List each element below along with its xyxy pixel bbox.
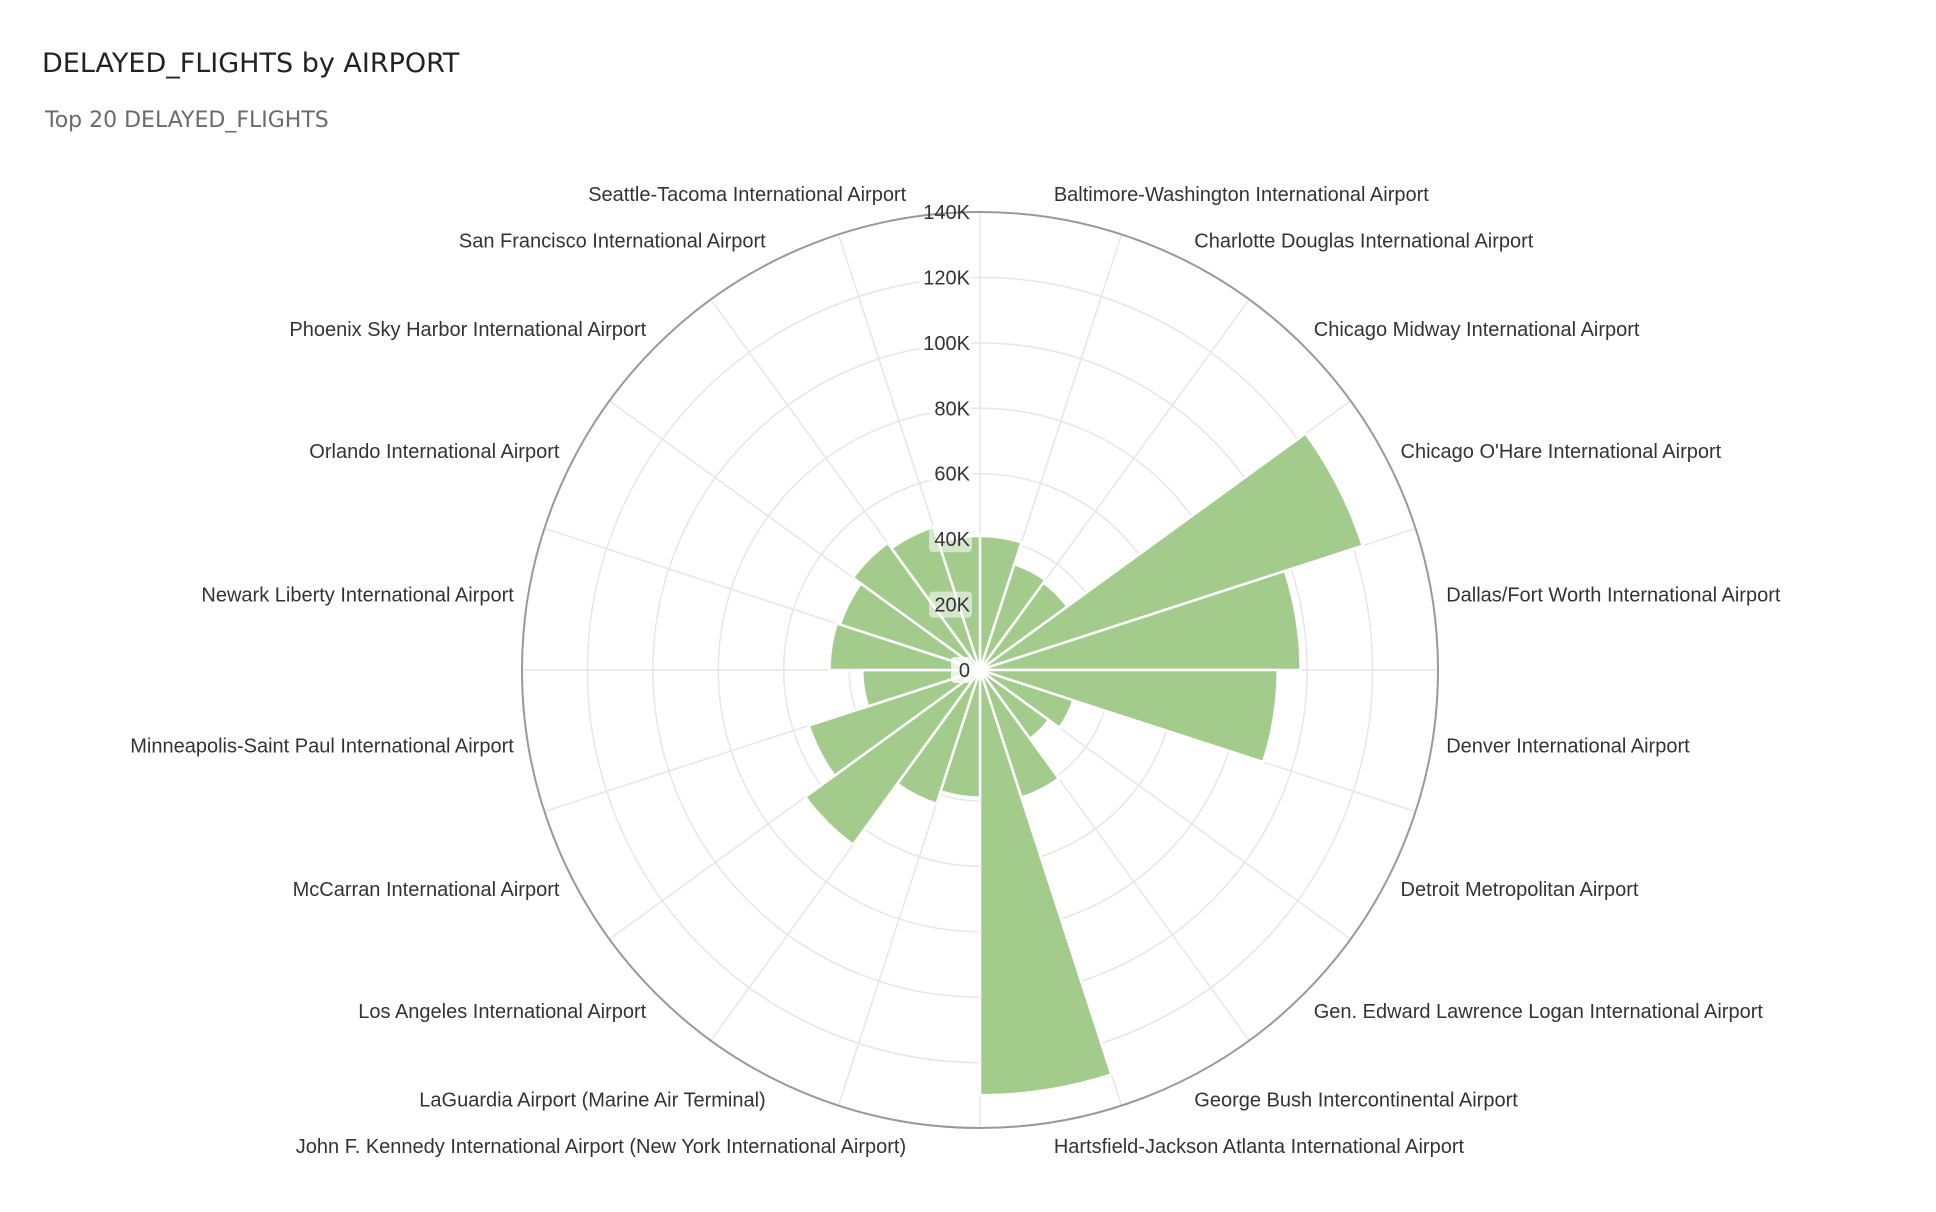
bar-wedge[interactable]	[979, 569, 1302, 672]
category-label: Chicago Midway International Airport	[1314, 319, 1640, 341]
r-tick-bg	[918, 264, 972, 291]
bar-wedge[interactable]	[979, 668, 1075, 730]
category-label: Orlando International Airport	[309, 441, 560, 463]
r-tick-bg	[918, 329, 972, 356]
r-tick: 100K	[918, 329, 972, 356]
category-label: Detroit Metropolitan Airport	[1401, 879, 1639, 901]
category-label: Newark Liberty International Airport	[201, 585, 514, 607]
radial-axis-ticks: 0 20K 40K 60K 80K 100K 120K 140K	[918, 202, 972, 683]
r-tick-bg	[951, 657, 972, 683]
category-label: Gen. Edward Lawrence Logan International…	[1314, 1001, 1764, 1023]
category-label: Minneapolis-Saint Paul International Air…	[130, 735, 514, 757]
category-label: John F. Kennedy International Airport (N…	[296, 1136, 906, 1158]
r-tick-label: 80K	[934, 398, 970, 420]
r-tick-label: 20K	[934, 595, 970, 617]
category-label: Chicago O'Hare International Airport	[1401, 441, 1722, 463]
r-tick-label: 60K	[934, 464, 970, 486]
category-label: Hartsfield-Jackson Atlanta International…	[1054, 1136, 1465, 1158]
bar-wedge[interactable]	[803, 668, 982, 847]
r-tick: 40K	[929, 526, 972, 553]
category-label: Baltimore-Washington International Airpo…	[1054, 184, 1429, 206]
category-label: Seattle-Tacoma International Airport	[588, 184, 906, 206]
category-label: Denver International Airport	[1446, 735, 1690, 757]
bar-wedge[interactable]	[979, 431, 1365, 672]
r-tick: 0	[951, 657, 972, 683]
outer-ring	[521, 211, 1439, 1129]
category-label: Los Angeles International Airport	[358, 1001, 646, 1023]
r-tick: 80K	[929, 395, 972, 422]
chart-title: DELAYED_FLIGHTS by AIRPORT	[42, 48, 460, 79]
category-label: LaGuardia Airport (Marine Air Terminal)	[419, 1089, 765, 1111]
category-label: Phoenix Sky Harbor International Airport	[289, 319, 646, 341]
outer-ring-layer	[521, 211, 1439, 1129]
bar-wedge[interactable]	[978, 562, 1048, 671]
r-tick-bg	[929, 526, 972, 553]
r-tick-label: 0	[959, 660, 970, 682]
bars-layer	[803, 431, 1365, 1097]
r-tick-label: 140K	[923, 202, 970, 224]
r-tick-bg	[929, 395, 972, 422]
category-label: McCarran International Airport	[293, 879, 560, 901]
r-tick-label: 40K	[934, 529, 970, 551]
bar-wedge[interactable]	[851, 541, 982, 672]
r-tick-bg	[929, 460, 972, 487]
chart-subtitle: Top 20 DELAYED_FLIGHTS	[45, 108, 329, 133]
r-tick: 120K	[918, 264, 972, 291]
r-tick-label: 120K	[923, 267, 970, 289]
r-tick: 60K	[929, 460, 972, 487]
r-tick-label: 100K	[923, 333, 970, 355]
category-label: George Bush Intercontinental Airport	[1194, 1089, 1518, 1111]
category-label: Dallas/Fort Worth International Airport	[1446, 585, 1781, 607]
bar-wedge[interactable]	[807, 668, 981, 778]
r-tick: 20K	[929, 591, 972, 618]
category-labels: Baltimore-Washington International Airpo…	[130, 184, 1781, 1158]
bar-wedge[interactable]	[978, 669, 1113, 1097]
category-label: Charlotte Douglas International Airport	[1194, 231, 1534, 253]
r-tick-bg	[929, 591, 972, 618]
category-label: San Francisco International Airport	[459, 231, 766, 253]
r-tick: 140K	[923, 202, 970, 224]
